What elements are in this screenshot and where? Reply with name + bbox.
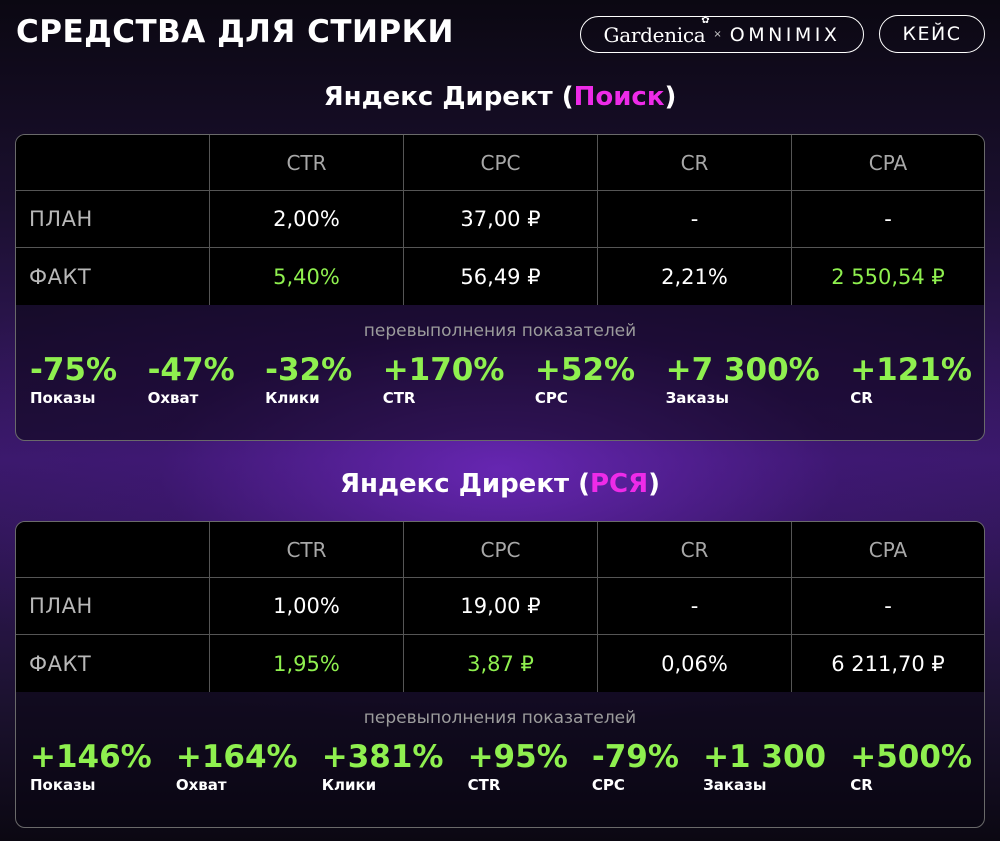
metric-value: +170% — [382, 352, 505, 388]
panel-rsya: CTR CPC CR CPA ПЛАН 1,00% 19,00 ₽ - - ФА… — [15, 521, 985, 828]
metric-label: CTR — [467, 776, 501, 794]
page-title: СРЕДСТВА ДЛЯ СТИРКИ — [16, 14, 454, 50]
metric-value: +500% — [850, 739, 972, 775]
metric-label: CPC — [534, 389, 568, 407]
flower-icon: ✿ — [701, 14, 710, 26]
table-cell: 2 550,54 ₽ — [831, 264, 945, 289]
table-cell: 5,40% — [210, 248, 404, 305]
table-cell: - — [792, 191, 984, 248]
kpi-table-search: CTR CPC CR CPA ПЛАН 2,00% 37,00 ₽ - - ФА… — [16, 135, 984, 305]
metric-item: +164% Охват — [176, 740, 298, 794]
column-header: CPA — [792, 135, 984, 191]
table-cell: - — [792, 578, 984, 635]
metric-label: Клики — [321, 776, 377, 794]
table-cell: 0,06% — [598, 635, 792, 692]
header: СРЕДСТВА ДЛЯ СТИРКИ Gardenica ✿ × OMNIMIX… — [0, 0, 1000, 68]
overperformance-label: перевыполнения показателей — [363, 321, 637, 341]
metric-label: Охват — [175, 776, 227, 794]
metric-value: +164% — [175, 739, 298, 775]
table-corner-cell — [16, 522, 210, 578]
table-cell: 1,95% — [210, 635, 404, 692]
metric-item: -75% Показы — [30, 353, 117, 407]
table-cell: 2,00% — [210, 191, 404, 248]
brand-separator: × — [713, 29, 722, 40]
metric-label: Заказы — [703, 776, 767, 794]
table-cell: - — [598, 191, 792, 248]
metric-value: -47% — [147, 352, 235, 388]
metric-label: Охват — [147, 389, 199, 407]
table-cell: 6 211,70 ₽ — [831, 651, 945, 676]
metric-label: Показы — [30, 776, 96, 794]
table-cell: 19,00 ₽ — [404, 578, 598, 635]
table-cell: - — [598, 578, 792, 635]
metric-item: +52% CPC — [535, 353, 635, 407]
metric-item: +381% Клики — [322, 740, 444, 794]
metric-label: Клики — [265, 389, 320, 407]
brand-omnimix-logo: OMNIMIX — [729, 23, 841, 46]
metric-item: -47% Охват — [148, 353, 235, 407]
metric-label: CTR — [382, 389, 416, 407]
metrics-row-rsya: +146% Показы +164% Охват +381% Клики +95% CT… — [16, 740, 984, 794]
metric-value: +381% — [321, 739, 444, 775]
table-cell: 37,00 ₽ — [404, 191, 598, 248]
brand-gardenica-logo: Gardenica ✿ — [603, 14, 710, 47]
metric-item: +146% Показы — [30, 740, 152, 794]
metric-value: -75% — [30, 352, 118, 388]
table-cell: 3,87 ₽ — [404, 635, 598, 692]
metric-value: +1 300 — [703, 739, 827, 775]
metric-item: +121% CR — [850, 353, 972, 407]
column-header: CPC — [404, 522, 598, 578]
row-label-plan: ПЛАН — [16, 578, 210, 635]
metric-item: +95% CTR — [468, 740, 568, 794]
metric-value: +7 300% — [665, 352, 820, 388]
row-label-plan: ПЛАН — [16, 191, 210, 248]
metric-value: +52% — [534, 352, 636, 388]
column-header: CR — [598, 135, 792, 191]
metric-label: Показы — [30, 389, 96, 407]
metric-value: -32% — [265, 352, 353, 388]
row-label-fact: ФАКТ — [16, 248, 210, 305]
table-corner-cell — [16, 135, 210, 191]
metric-item: +170% CTR — [383, 353, 505, 407]
row-label-fact: ФАКТ — [16, 635, 210, 692]
metric-item: +1 300 Заказы — [703, 740, 826, 794]
metric-item: +7 300% Заказы — [666, 353, 820, 407]
metric-label: CR — [850, 389, 873, 407]
table-cell: 56,49 ₽ — [404, 248, 598, 305]
metric-value: +121% — [850, 352, 972, 388]
section-title-rsya: Яндекс Директ (РСЯ) — [339, 469, 661, 499]
brand-logos: Gardenica ✿ × OMNIMIX — [580, 14, 864, 53]
metric-item: -32% Клики — [265, 353, 352, 407]
column-header: CR — [598, 522, 792, 578]
column-header: CTR — [210, 135, 404, 191]
case-button[interactable]: КЕЙС — [879, 15, 985, 53]
metric-value: -79% — [591, 739, 679, 775]
column-header: CPC — [404, 135, 598, 191]
table-cell: 1,00% — [210, 578, 404, 635]
table-cell: 2,21% — [598, 248, 792, 305]
column-header: CTR — [210, 522, 404, 578]
metric-label: Заказы — [665, 389, 729, 407]
kpi-table-rsya: CTR CPC CR CPA ПЛАН 1,00% 19,00 ₽ - - ФА… — [16, 522, 984, 692]
overperformance-label: перевыполнения показателей — [363, 708, 637, 728]
metric-label: CR — [850, 776, 873, 794]
column-header: CPA — [792, 522, 984, 578]
metric-value: +146% — [30, 739, 152, 775]
metric-value: +95% — [467, 739, 568, 775]
metric-item: -79% CPC — [592, 740, 679, 794]
panel-search: CTR CPC CR CPA ПЛАН 2,00% 37,00 ₽ - - ФА… — [15, 134, 985, 441]
metric-label: CPC — [591, 776, 625, 794]
metrics-row-search: -75% Показы -47% Охват -32% Клики +170% CTR … — [16, 353, 984, 407]
metric-item: +500% CR — [850, 740, 972, 794]
section-title-search: Яндекс Директ (Поиск) — [323, 82, 677, 112]
